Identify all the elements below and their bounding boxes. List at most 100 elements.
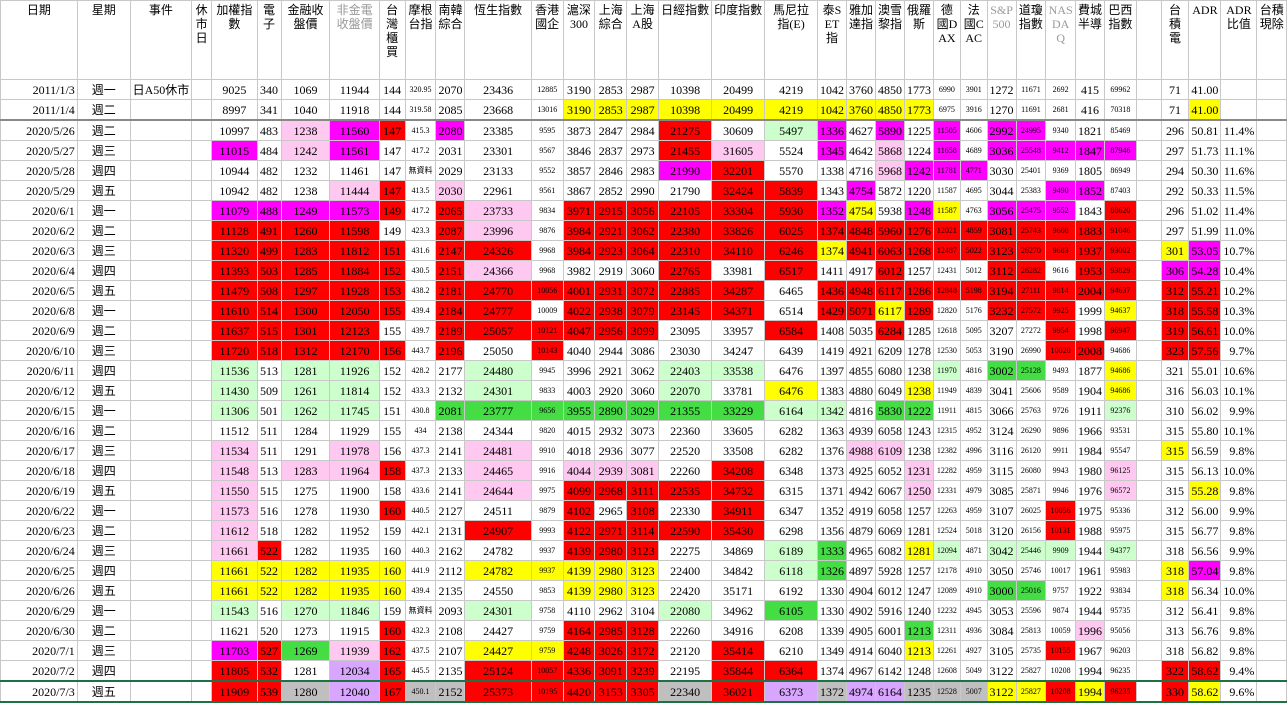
cell-elec[interactable]: 511 [256,420,282,441]
cell-adr[interactable]: 56.02 [1188,400,1222,421]
cell-dow[interactable]: 24995 [1015,119,1047,141]
cell-nonfin[interactable]: 12040 [329,680,380,703]
column-header-adr[interactable]: ADR [1188,0,1222,80]
cell-sp500[interactable]: 1272 [986,79,1017,100]
cell-set[interactable]: 1383 [816,380,847,401]
cell-klci[interactable]: 4219 [764,99,818,121]
cell-ratio2[interactable] [1256,200,1287,221]
cell-fin[interactable]: 1297 [280,280,331,301]
cell-blank[interactable] [1135,480,1162,501]
cell-kospi[interactable]: 2065 [435,200,466,221]
cell-asx[interactable]: 6067 [874,480,905,501]
cell-taiex[interactable]: 11430 [211,380,258,401]
cell-csi300[interactable]: 4099 [562,480,596,501]
cell-taiex[interactable]: 10944 [211,160,258,181]
cell-sse[interactable]: 2890 [594,400,628,421]
cell-ssea[interactable]: 3111 [626,480,660,501]
cell-dow[interactable]: 27111 [1015,280,1047,301]
cell-taiex[interactable]: 11536 [211,360,258,381]
cell-set[interactable]: 1419 [816,340,847,361]
cell-hsi[interactable]: 25050 [464,340,532,361]
cell-ratio2[interactable] [1256,600,1287,621]
cell-dow[interactable]: 25383 [1015,180,1047,201]
cell-date[interactable]: 2020/6/8 [0,300,78,321]
cell-sse[interactable]: 2939 [594,460,628,481]
column-header-elec[interactable]: 電子 [256,0,282,80]
cell-sse[interactable]: 2968 [594,480,628,501]
cell-sp500[interactable]: 3124 [986,420,1017,441]
cell-nikkei[interactable]: 23030 [658,340,713,361]
cell-tsmc[interactable]: 330 [1160,680,1190,703]
cell-cac[interactable]: 5198 [959,280,988,301]
cell-event[interactable] [129,660,193,682]
cell-csi300[interactable]: 3971 [562,200,596,221]
cell-set[interactable]: 1352 [816,200,847,221]
cell-bovespa[interactable]: 69962 [1104,79,1137,100]
cell-nonfin[interactable]: 11560 [329,119,380,141]
cell-bovespa[interactable]: 94686 [1104,380,1137,401]
cell-hsi[interactable]: 23133 [464,160,532,181]
cell-asx[interactable]: 5916 [874,600,905,621]
cell-rts[interactable]: 1231 [903,460,934,481]
cell-event[interactable] [129,400,193,421]
cell-taiex[interactable]: 11703 [211,640,258,661]
cell-csi300[interactable]: 4139 [562,580,596,601]
cell-elec[interactable]: 509 [256,380,282,401]
cell-sox[interactable]: 1937 [1075,240,1106,261]
cell-csi300[interactable]: 3867 [562,180,596,201]
cell-kospi[interactable]: 2127 [435,500,466,521]
cell-ratio[interactable]: 10.3% [1220,300,1258,321]
cell-ratio2[interactable] [1256,240,1287,261]
cell-nonfin[interactable]: 11846 [329,600,380,621]
cell-ratio2[interactable] [1256,640,1287,661]
cell-dow[interactable]: 26290 [1015,420,1047,441]
cell-bovespa[interactable]: 87946 [1104,140,1137,161]
cell-elec[interactable]: 503 [256,260,282,281]
cell-date[interactable]: 2020/6/15 [0,400,78,421]
cell-cac[interactable]: 4945 [959,600,988,621]
cell-ssea[interactable]: 3172 [626,640,660,661]
cell-msci[interactable]: 319.58 [404,99,437,121]
cell-taiex[interactable]: 11550 [211,480,258,501]
cell-event[interactable] [129,420,193,441]
cell-ratio2[interactable] [1256,99,1287,121]
cell-sse[interactable]: 2919 [594,260,628,281]
cell-holiday[interactable] [191,540,213,561]
cell-cac[interactable]: 4763 [959,200,988,221]
cell-ratio2[interactable] [1256,320,1287,341]
cell-bovespa[interactable]: 93834 [1104,580,1137,601]
cell-tsmc[interactable]: 306 [1160,260,1190,281]
cell-twbuy[interactable]: 152 [378,360,406,381]
cell-weekday[interactable]: 週四 [76,260,131,281]
cell-ratio2[interactable] [1256,119,1287,141]
cell-fin[interactable]: 1281 [280,660,331,682]
cell-cac[interactable]: 3901 [959,79,988,100]
cell-hscei[interactable]: 10121 [530,320,564,341]
cell-csi300[interactable]: 4102 [562,500,596,521]
cell-ssea[interactable]: 3123 [626,580,660,601]
cell-ratio[interactable]: 10.7% [1220,240,1258,261]
cell-elec[interactable]: 515 [256,480,282,501]
cell-adr[interactable]: 57.04 [1188,560,1222,581]
cell-csi300[interactable]: 3984 [562,220,596,241]
cell-sox[interactable]: 1994 [1075,660,1106,682]
cell-date[interactable]: 2020/6/10 [0,340,78,361]
cell-event[interactable] [129,440,193,461]
cell-sox[interactable]: 1999 [1075,300,1106,321]
cell-adr[interactable]: 51.02 [1188,200,1222,221]
cell-nasdaq[interactable]: 9911 [1045,440,1077,461]
cell-sox[interactable]: 1988 [1075,520,1106,541]
cell-ratio2[interactable] [1256,620,1287,641]
cell-set[interactable]: 1372 [816,680,847,703]
cell-msci[interactable]: 431.6 [404,240,437,261]
cell-sensex[interactable]: 30609 [711,119,766,141]
cell-ratio[interactable]: 11.1% [1220,140,1258,161]
cell-klci[interactable]: 6246 [764,240,818,261]
cell-sox[interactable]: 1967 [1075,640,1106,661]
cell-twbuy[interactable]: 151 [378,240,406,261]
cell-csi300[interactable]: 4139 [562,560,596,581]
cell-blank[interactable] [1135,380,1162,401]
cell-sox[interactable]: 1944 [1075,600,1106,621]
cell-sse[interactable]: 2915 [594,200,628,221]
cell-taiex[interactable]: 11610 [211,300,258,321]
